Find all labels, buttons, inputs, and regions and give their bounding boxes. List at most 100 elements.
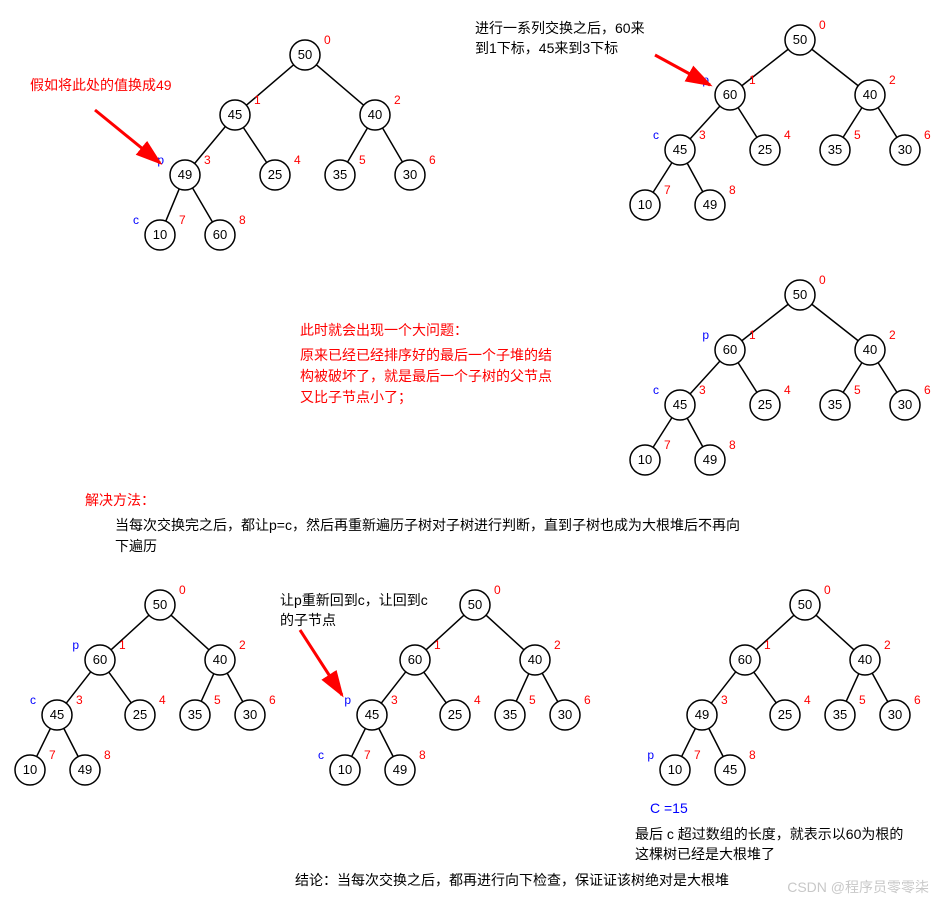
node-value: 45 bbox=[365, 707, 379, 722]
problem-title: 此时就会出现一个大问题： bbox=[300, 320, 468, 340]
node-value: 49 bbox=[703, 197, 717, 212]
red-arrow bbox=[300, 630, 342, 695]
node-value: 30 bbox=[898, 397, 912, 412]
node-value: 60 bbox=[408, 652, 422, 667]
node-index: 1 bbox=[119, 638, 126, 652]
red-arrow bbox=[95, 110, 160, 163]
node-value: 60 bbox=[738, 652, 752, 667]
node-index: 1 bbox=[764, 638, 771, 652]
note-after-swap: 进行一系列交换之后，60来到1下标，45来到3下标 bbox=[475, 18, 650, 58]
node-index: 6 bbox=[429, 153, 436, 167]
note-replace-49: 假如将此处的值换成49 bbox=[30, 75, 172, 95]
node-value: 30 bbox=[403, 167, 417, 182]
note-c-exceed: 最后 c 超过数组的长度，就表示以60为根的这棵树已经是大根堆了 bbox=[635, 825, 910, 864]
node-value: 50 bbox=[793, 287, 807, 302]
node-value: 35 bbox=[503, 707, 517, 722]
node-index: 8 bbox=[729, 183, 736, 197]
node-value: 50 bbox=[468, 597, 482, 612]
node-index: 5 bbox=[359, 153, 366, 167]
node-value: 30 bbox=[898, 142, 912, 157]
node-value: 10 bbox=[638, 197, 652, 212]
pointer-label: p bbox=[647, 748, 654, 762]
node-index: 3 bbox=[76, 693, 83, 707]
node-index: 2 bbox=[394, 93, 401, 107]
node-index: 5 bbox=[854, 128, 861, 142]
node-index: 0 bbox=[324, 33, 331, 47]
pointer-label: c bbox=[30, 693, 36, 707]
node-value: 35 bbox=[828, 142, 842, 157]
solution-title: 解决方法： bbox=[85, 490, 155, 510]
node-index: 1 bbox=[749, 328, 756, 342]
node-value: 25 bbox=[758, 142, 772, 157]
node-value: 25 bbox=[268, 167, 282, 182]
c-equals-15: C =15 bbox=[650, 800, 688, 816]
node-value: 49 bbox=[393, 762, 407, 777]
node-index: 0 bbox=[819, 18, 826, 32]
node-value: 30 bbox=[243, 707, 257, 722]
pointer-label: c bbox=[133, 213, 139, 227]
node-index: 0 bbox=[819, 273, 826, 287]
node-index: 3 bbox=[721, 693, 728, 707]
node-value: 60 bbox=[723, 342, 737, 357]
node-value: 10 bbox=[153, 227, 167, 242]
node-value: 35 bbox=[333, 167, 347, 182]
pointer-label: p bbox=[344, 693, 351, 707]
node-index: 1 bbox=[749, 73, 756, 87]
node-index: 2 bbox=[884, 638, 891, 652]
node-value: 50 bbox=[153, 597, 167, 612]
node-index: 7 bbox=[49, 748, 56, 762]
node-index: 8 bbox=[419, 748, 426, 762]
node-value: 40 bbox=[863, 342, 877, 357]
node-index: 7 bbox=[179, 213, 186, 227]
node-index: 5 bbox=[529, 693, 536, 707]
node-index: 8 bbox=[104, 748, 111, 762]
node-index: 0 bbox=[824, 583, 831, 597]
node-index: 1 bbox=[434, 638, 441, 652]
node-index: 7 bbox=[694, 748, 701, 762]
pointer-label: c bbox=[653, 128, 659, 142]
node-index: 4 bbox=[474, 693, 481, 707]
csdn-watermark: CSDN @程序员零零柒 bbox=[787, 877, 929, 897]
node-index: 6 bbox=[924, 128, 931, 142]
node-value: 45 bbox=[673, 142, 687, 157]
node-value: 30 bbox=[888, 707, 902, 722]
node-value: 10 bbox=[338, 762, 352, 777]
problem-body: 原来已经已经排序好的最后一个子堆的结构被破坏了，就是最后一个子树的父节点又比子节… bbox=[300, 345, 565, 408]
node-value: 45 bbox=[723, 762, 737, 777]
tree-T6: 500601402493254355306107p458 bbox=[647, 583, 921, 785]
note-p-back-to-c: 让p重新回到c，让回到c的子节点 bbox=[280, 590, 435, 630]
node-index: 6 bbox=[914, 693, 921, 707]
node-value: 35 bbox=[188, 707, 202, 722]
node-value: 60 bbox=[723, 87, 737, 102]
node-value: 40 bbox=[213, 652, 227, 667]
conclusion: 结论：当每次交换之后，都再进行向下检查，保证证该树绝对是大根堆 bbox=[295, 870, 729, 890]
pointer-label: p bbox=[72, 638, 79, 652]
node-index: 8 bbox=[239, 213, 246, 227]
tree-T2: 500601p402453c254355306107498 bbox=[630, 18, 931, 220]
node-index: 3 bbox=[699, 383, 706, 397]
node-value: 40 bbox=[863, 87, 877, 102]
node-index: 1 bbox=[254, 93, 261, 107]
node-index: 5 bbox=[214, 693, 221, 707]
node-value: 25 bbox=[133, 707, 147, 722]
node-index: 8 bbox=[749, 748, 756, 762]
node-index: 4 bbox=[159, 693, 166, 707]
node-value: 25 bbox=[758, 397, 772, 412]
node-value: 10 bbox=[23, 762, 37, 777]
node-value: 40 bbox=[368, 107, 382, 122]
tree-T3: 500601p402453c254355306107498 bbox=[630, 273, 931, 475]
node-index: 2 bbox=[889, 328, 896, 342]
node-value: 30 bbox=[558, 707, 572, 722]
node-value: 49 bbox=[78, 762, 92, 777]
node-value: 50 bbox=[798, 597, 812, 612]
node-value: 49 bbox=[703, 452, 717, 467]
solution-body: 当每次交换完之后，都让p=c，然后再重新遍历子树对子树进行判断，直到子树也成为大… bbox=[115, 515, 745, 557]
node-index: 6 bbox=[924, 383, 931, 397]
node-index: 2 bbox=[889, 73, 896, 87]
node-index: 4 bbox=[784, 128, 791, 142]
node-value: 35 bbox=[828, 397, 842, 412]
node-index: 3 bbox=[699, 128, 706, 142]
tree-T1: 500451402493p254355306107c608 bbox=[133, 33, 436, 250]
node-value: 10 bbox=[638, 452, 652, 467]
node-value: 49 bbox=[695, 707, 709, 722]
